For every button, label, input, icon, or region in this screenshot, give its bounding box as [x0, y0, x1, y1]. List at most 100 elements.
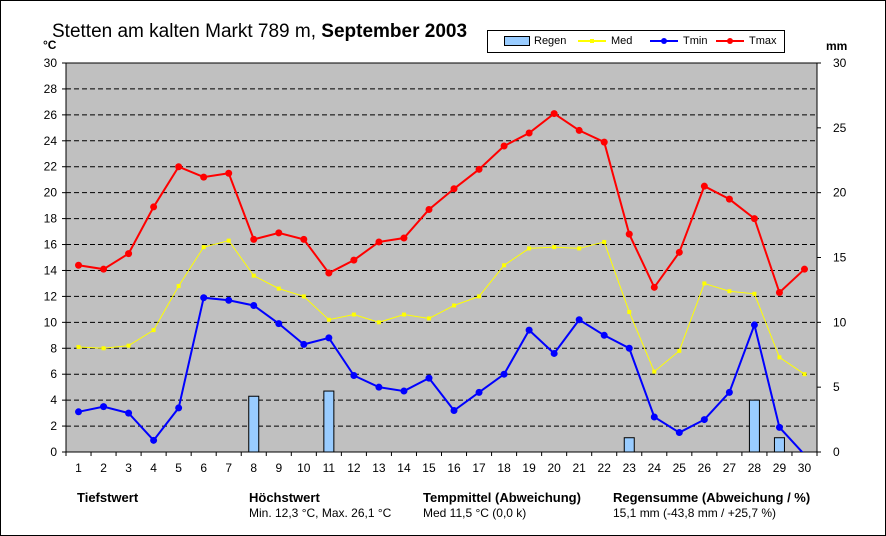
stat-regensumme-value: 15,1 mm (-43,8 mm / +25,7 %) [613, 506, 777, 520]
x-tick-label: 15 [422, 461, 436, 475]
point-tmax [125, 250, 133, 258]
legend-label-tmin: Tmin [683, 35, 708, 47]
rain-bar [773, 437, 785, 453]
point-med [376, 320, 381, 325]
point-med [727, 289, 732, 294]
point-tmax [750, 215, 758, 223]
y-tick-label: 26 [44, 108, 58, 122]
point-tmax [225, 169, 233, 177]
point-med [502, 263, 507, 268]
point-med [452, 303, 457, 308]
plot-area [66, 63, 817, 452]
x-tick-label: 21 [573, 461, 587, 475]
point-tmax [75, 261, 83, 269]
point-tmax [700, 182, 708, 190]
point-tmax [725, 195, 733, 203]
y-tick-label: 4 [50, 393, 57, 407]
point-med [101, 346, 106, 351]
x-tick-label: 26 [698, 461, 712, 475]
x-tick-label: 10 [297, 461, 311, 475]
x-tick-label: 1 [75, 461, 82, 475]
y-tick-label: 10 [44, 315, 58, 329]
point-tmin [750, 321, 758, 329]
y2-tick-label: 25 [833, 121, 847, 135]
point-med [627, 309, 632, 314]
point-tmin [500, 370, 508, 378]
rain-bar [323, 390, 335, 453]
chart-title: Stetten am kalten Markt 789 m, September… [52, 21, 468, 42]
point-tmax [675, 248, 683, 256]
point-tmin [625, 344, 633, 352]
stat-hoechstwert-label: Höchstwert [249, 490, 320, 505]
point-tmax [200, 173, 208, 181]
point-tmin [75, 408, 83, 416]
x-tick-label: 20 [547, 461, 561, 475]
point-tmax [325, 269, 333, 277]
x-tick-label: 11 [323, 461, 336, 475]
y-tick-label: 28 [44, 82, 58, 96]
point-tmin [425, 374, 433, 382]
series-line-med [78, 240, 805, 375]
point-tmax [550, 110, 558, 118]
point-tmin [300, 340, 308, 348]
x-tick-label: 7 [225, 461, 232, 475]
point-tmin [775, 423, 783, 431]
point-tmin [700, 416, 708, 424]
x-tick-label: 25 [673, 461, 687, 475]
point-med [426, 316, 431, 321]
point-tmax [575, 126, 583, 134]
point-tmax [375, 238, 383, 246]
point-tmin [475, 388, 483, 396]
x-tick-label: 27 [723, 461, 737, 475]
point-med [401, 312, 406, 317]
series-line-tmin [78, 296, 804, 452]
series-line-tmax [78, 112, 806, 295]
point-tmax [400, 234, 408, 242]
point-tmin [675, 429, 683, 437]
legend-marker-tmin [661, 38, 667, 44]
point-tmin [725, 388, 733, 396]
legend-item-tmin: Tmin [650, 31, 712, 52]
point-med [326, 317, 331, 322]
x-tick-label: 16 [447, 461, 461, 475]
stat-tempmittel-label: Tempmittel (Abweichung) [423, 490, 581, 505]
point-med [802, 372, 807, 377]
y-tick-label: 2 [50, 419, 57, 433]
x-tick-label: 14 [397, 461, 411, 475]
point-tmax [625, 230, 633, 238]
y-tick-label: 0 [50, 445, 57, 459]
point-tmin [525, 326, 533, 334]
x-tick-label: 30 [798, 461, 812, 475]
point-tmin [200, 294, 208, 302]
chart-legend: Regen Med Tmin Tmax [487, 30, 785, 53]
stat-tiefstwert-label: Tiefstwert [77, 490, 139, 505]
y2-tick-label: 15 [833, 251, 847, 265]
legend-marker-tmax [727, 38, 733, 44]
point-tmin [275, 320, 283, 328]
y-tick-label: 18 [44, 212, 58, 226]
point-tmin [400, 387, 408, 395]
point-med [201, 245, 206, 250]
y2-tick-label: 20 [833, 186, 847, 200]
point-tmax [650, 283, 658, 291]
x-tick-label: 22 [598, 461, 612, 475]
x-tick-label: 29 [773, 461, 787, 475]
legend-label-regen: Regen [534, 35, 567, 47]
point-tmin [550, 349, 558, 357]
point-tmax [150, 203, 158, 211]
point-tmin [650, 413, 658, 421]
right-axis-unit: mm [826, 39, 848, 53]
point-tmin [375, 383, 383, 391]
x-tick-label: 17 [472, 461, 486, 475]
point-tmax [475, 165, 483, 173]
point-tmin [325, 334, 333, 342]
point-med [752, 291, 757, 296]
legend-item-tmax: Tmax [716, 31, 782, 52]
x-tick-label: 3 [125, 461, 132, 475]
point-tmin [600, 331, 608, 339]
point-tmin [450, 407, 458, 415]
stat-tempmittel-value: Med 11,5 °C (0,0 k) [423, 506, 527, 520]
x-tick-label: 12 [347, 461, 361, 475]
legend-item-regen: Regen [504, 31, 566, 52]
